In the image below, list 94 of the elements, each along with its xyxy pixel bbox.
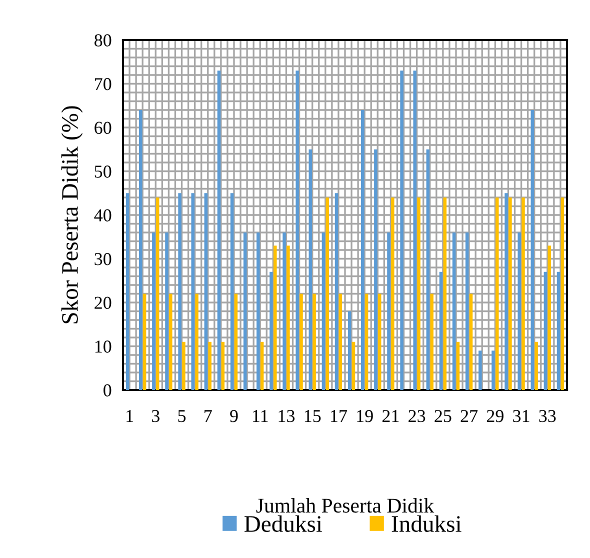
bar	[217, 70, 221, 390]
bar	[452, 232, 456, 390]
bar	[478, 350, 482, 390]
x-tick-label: 7	[204, 410, 212, 422]
bar	[544, 272, 548, 390]
x-tick-label: 9	[230, 410, 238, 422]
bar	[548, 246, 552, 390]
bar	[522, 198, 525, 390]
bar	[165, 232, 168, 390]
bar	[322, 232, 326, 390]
bar	[465, 232, 469, 390]
bar	[560, 198, 564, 390]
bar	[338, 294, 342, 390]
legend-label: Induksi	[392, 515, 462, 532]
bar	[400, 70, 404, 390]
x-tick-label: 17	[331, 410, 347, 422]
y-tick-label: 50	[94, 166, 112, 178]
bar	[426, 149, 430, 390]
bar	[138, 110, 142, 390]
x-tick-label: 5	[178, 410, 186, 422]
bar	[142, 294, 146, 390]
bar	[230, 193, 234, 390]
bar	[456, 342, 460, 390]
bar	[243, 232, 247, 390]
bar	[469, 294, 473, 390]
bar	[326, 198, 330, 390]
y-tick-label: 10	[95, 340, 112, 353]
x-axis-title: Jumlah Peserta Didik	[256, 498, 434, 513]
bar	[387, 232, 390, 390]
bar	[530, 110, 534, 390]
x-tick-label: 23	[408, 410, 426, 422]
bar	[378, 294, 382, 390]
bar	[221, 342, 225, 390]
y-tick-label: 30	[94, 253, 112, 266]
bar	[518, 232, 521, 390]
y-tick-label: 60	[94, 122, 112, 134]
bar	[534, 342, 538, 390]
legend-label: Deduksi	[244, 515, 322, 532]
y-tick-label: 20	[94, 296, 112, 309]
bar	[391, 198, 394, 390]
bar	[508, 198, 512, 390]
bar	[191, 193, 194, 390]
bar	[556, 272, 560, 390]
bar	[443, 198, 447, 390]
bar	[300, 294, 303, 390]
bar	[296, 70, 299, 390]
x-tick-label: 11	[253, 410, 268, 422]
bar	[256, 232, 260, 390]
bar	[204, 193, 208, 390]
bar	[360, 110, 364, 390]
bar	[195, 294, 198, 390]
y-tick-label: 80	[94, 34, 112, 46]
bar	[282, 232, 286, 390]
x-tick-label: 33	[539, 410, 556, 422]
bar	[234, 294, 238, 390]
bar	[374, 149, 378, 390]
x-tick-label: 15	[304, 410, 321, 422]
x-tick-label: 3	[152, 410, 160, 422]
bar	[312, 294, 316, 390]
bar	[413, 70, 416, 390]
y-tick-label: 40	[94, 209, 112, 222]
bar	[182, 342, 186, 390]
bar	[439, 272, 443, 390]
bar	[430, 294, 434, 390]
y-tick-label: 70	[95, 78, 112, 90]
x-tick-label: 19	[357, 410, 373, 422]
bar	[496, 198, 499, 390]
bar	[348, 311, 352, 390]
x-tick-label: 25	[434, 410, 452, 422]
x-tick-label: 31	[513, 410, 530, 422]
x-tick-label: 29	[486, 410, 504, 422]
bar	[208, 342, 212, 390]
bar	[178, 193, 182, 390]
bar	[504, 193, 508, 390]
bar	[492, 350, 495, 390]
bar	[169, 294, 172, 390]
x-tick-label: 1	[126, 410, 133, 422]
bar	[364, 294, 368, 390]
x-tick-label: 27	[460, 410, 478, 422]
bar	[274, 246, 277, 390]
x-tick-label: 13	[278, 410, 295, 422]
bar	[270, 272, 273, 390]
y-axis-title: Skor Peserta Didik (%)	[61, 106, 83, 324]
bar	[286, 246, 290, 390]
bar	[260, 342, 264, 390]
bar	[334, 193, 338, 390]
y-tick-label: 0	[104, 384, 112, 396]
x-tick-label: 21	[382, 410, 399, 422]
bar	[308, 149, 312, 390]
bar	[152, 232, 156, 390]
bar	[417, 198, 420, 390]
bar	[156, 198, 160, 390]
bar	[126, 193, 130, 390]
bar	[352, 342, 356, 390]
